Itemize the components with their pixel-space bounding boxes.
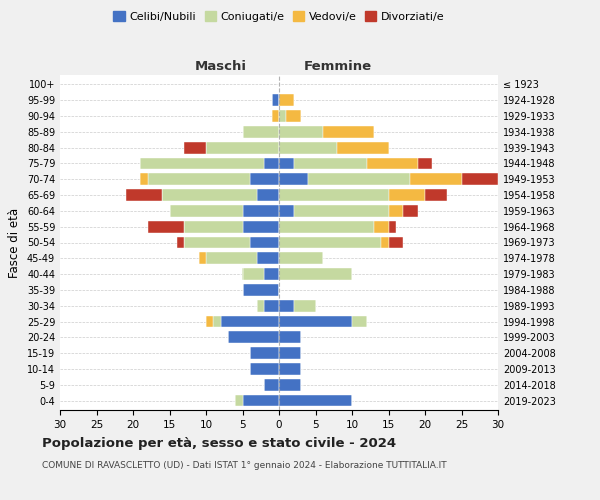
Bar bbox=[279, 252, 323, 264]
Bar bbox=[279, 189, 389, 201]
Bar bbox=[242, 205, 279, 217]
Bar bbox=[367, 158, 418, 170]
Bar bbox=[279, 268, 352, 280]
Bar bbox=[286, 110, 301, 122]
Bar bbox=[214, 316, 221, 328]
Bar bbox=[389, 236, 403, 248]
Bar bbox=[461, 174, 498, 185]
Bar bbox=[250, 236, 279, 248]
Bar bbox=[293, 205, 389, 217]
Bar bbox=[206, 142, 279, 154]
Bar bbox=[352, 316, 367, 328]
Legend: Celibi/Nubili, Coniugati/e, Vedovi/e, Divorziati/e: Celibi/Nubili, Coniugati/e, Vedovi/e, Di… bbox=[109, 7, 449, 26]
Bar bbox=[279, 142, 337, 154]
Bar bbox=[279, 394, 352, 406]
Bar bbox=[279, 332, 301, 343]
Bar bbox=[389, 205, 403, 217]
Bar bbox=[242, 284, 279, 296]
Bar bbox=[242, 221, 279, 232]
Bar bbox=[279, 363, 301, 375]
Bar bbox=[323, 126, 374, 138]
Bar bbox=[293, 158, 367, 170]
Bar bbox=[140, 158, 265, 170]
Bar bbox=[418, 158, 432, 170]
Bar bbox=[148, 174, 250, 185]
Bar bbox=[148, 221, 184, 232]
Bar bbox=[170, 205, 242, 217]
Bar bbox=[265, 300, 279, 312]
Bar bbox=[279, 110, 286, 122]
Bar bbox=[293, 300, 316, 312]
Bar bbox=[199, 252, 206, 264]
Bar bbox=[337, 142, 389, 154]
Bar bbox=[265, 379, 279, 390]
Bar bbox=[250, 347, 279, 359]
Bar bbox=[250, 174, 279, 185]
Bar bbox=[257, 189, 279, 201]
Bar bbox=[228, 332, 279, 343]
Bar bbox=[279, 94, 293, 106]
Bar bbox=[410, 174, 461, 185]
Bar bbox=[221, 316, 279, 328]
Bar bbox=[279, 158, 293, 170]
Bar bbox=[279, 205, 293, 217]
Bar bbox=[250, 363, 279, 375]
Bar bbox=[126, 189, 162, 201]
Text: COMUNE DI RAVASCLETTO (UD) - Dati ISTAT 1° gennaio 2024 - Elaborazione TUTTITALI: COMUNE DI RAVASCLETTO (UD) - Dati ISTAT … bbox=[42, 461, 446, 470]
Text: Popolazione per età, sesso e stato civile - 2024: Popolazione per età, sesso e stato civil… bbox=[42, 438, 396, 450]
Bar bbox=[279, 379, 301, 390]
Bar bbox=[184, 142, 206, 154]
Bar bbox=[242, 268, 265, 280]
Bar bbox=[140, 174, 148, 185]
Bar bbox=[242, 126, 279, 138]
Bar bbox=[403, 205, 418, 217]
Bar bbox=[279, 316, 352, 328]
Bar bbox=[381, 236, 389, 248]
Bar bbox=[389, 189, 425, 201]
Bar bbox=[184, 236, 250, 248]
Bar bbox=[272, 94, 279, 106]
Bar bbox=[279, 174, 308, 185]
Bar bbox=[257, 300, 265, 312]
Bar bbox=[308, 174, 410, 185]
Bar bbox=[279, 236, 381, 248]
Bar bbox=[279, 300, 293, 312]
Bar bbox=[206, 252, 257, 264]
Bar bbox=[257, 252, 279, 264]
Bar bbox=[265, 158, 279, 170]
Bar bbox=[177, 236, 184, 248]
Bar bbox=[279, 221, 374, 232]
Y-axis label: Fasce di età: Fasce di età bbox=[8, 208, 21, 278]
Text: Femmine: Femmine bbox=[304, 60, 371, 72]
Bar bbox=[374, 221, 389, 232]
Bar bbox=[235, 394, 242, 406]
Bar bbox=[272, 110, 279, 122]
Bar bbox=[389, 221, 396, 232]
Bar bbox=[162, 189, 257, 201]
Text: Maschi: Maschi bbox=[194, 60, 247, 72]
Bar bbox=[425, 189, 447, 201]
Bar bbox=[184, 221, 242, 232]
Bar bbox=[206, 316, 214, 328]
Bar bbox=[242, 394, 279, 406]
Bar bbox=[279, 347, 301, 359]
Bar bbox=[265, 268, 279, 280]
Bar bbox=[279, 126, 323, 138]
